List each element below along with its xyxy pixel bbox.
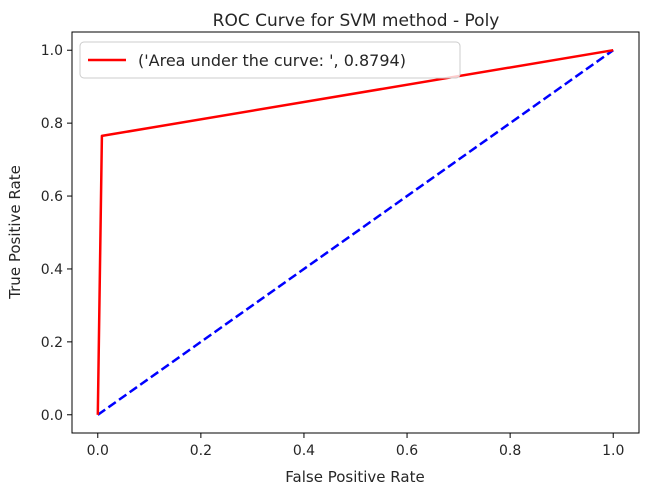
y-tick-label: 1.0 <box>41 43 63 59</box>
x-tick-label: 0.6 <box>396 443 418 459</box>
y-axis-title: True Positive Rate <box>6 165 24 300</box>
legend-box <box>79 41 461 79</box>
y-tick-label: 0.4 <box>41 262 63 278</box>
y-tick-label: 0.0 <box>41 408 63 424</box>
x-tick-label: 0.2 <box>190 443 212 459</box>
legend-label-auc: ('Area under the curve: ', 0.8794) <box>138 51 406 70</box>
series-layer <box>96 48 614 416</box>
x-axis-ticks: 0.0 0.2 0.4 0.6 0.8 1.0 <box>87 433 624 459</box>
y-axis-ticks: 0.0 0.2 0.4 0.6 0.8 1.0 <box>41 43 72 424</box>
x-tick-label: 0.4 <box>293 443 315 459</box>
x-tick-label: 0.0 <box>87 443 109 459</box>
x-tick-label: 0.8 <box>499 443 521 459</box>
chart-title: ROC Curve for SVM method - Poly <box>213 11 500 31</box>
x-tick-label: 1.0 <box>602 443 624 459</box>
x-axis-title: False Positive Rate <box>285 468 424 486</box>
chance-diagonal-line <box>97 49 614 416</box>
roc-curve-line <box>96 48 614 415</box>
y-tick-label: 0.8 <box>41 116 63 132</box>
y-tick-label: 0.2 <box>41 335 63 351</box>
legend: ('Area under the curve: ', 0.8794) <box>79 41 461 79</box>
y-tick-label: 0.6 <box>41 189 63 205</box>
